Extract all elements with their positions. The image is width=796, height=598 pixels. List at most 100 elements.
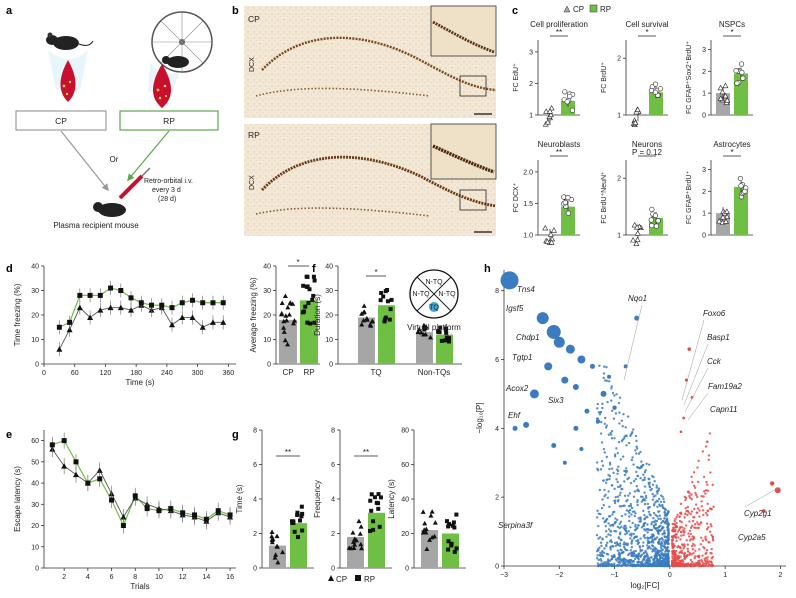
data-point xyxy=(598,546,601,549)
y-tick-label: 3 xyxy=(702,167,706,174)
data-point xyxy=(648,545,651,548)
data-point xyxy=(636,503,639,507)
data-point xyxy=(609,534,612,537)
data-point xyxy=(689,532,693,536)
data-point xyxy=(709,523,712,526)
panel-label-a: a xyxy=(6,5,13,17)
data-point xyxy=(652,524,656,527)
injection-line-1: Retro-orbital i.v. xyxy=(144,178,193,185)
data-point xyxy=(620,525,623,529)
data-point xyxy=(652,520,656,523)
data-point xyxy=(654,523,657,526)
data-point xyxy=(368,528,373,533)
data-point xyxy=(674,558,677,561)
y-axis-label: Frequency xyxy=(313,480,322,518)
data-point xyxy=(613,562,616,565)
data-point xyxy=(623,480,626,483)
x-tick-label: 360 xyxy=(222,370,234,377)
data-point xyxy=(616,495,620,498)
data-point xyxy=(645,544,649,547)
data-point xyxy=(278,311,284,317)
panel-label-g: g xyxy=(232,429,239,441)
data-point xyxy=(49,442,55,448)
data-point xyxy=(618,505,622,508)
data-point xyxy=(180,510,186,516)
data-point xyxy=(656,558,659,561)
data-point xyxy=(619,491,622,495)
data-point xyxy=(626,415,630,418)
data-point xyxy=(691,548,695,551)
subplot-title: Cell proliferation xyxy=(530,20,588,29)
data-point xyxy=(631,456,634,459)
data-point xyxy=(639,537,642,540)
data-point xyxy=(179,300,185,306)
square-icon xyxy=(589,4,598,13)
y-tick-label: 6 xyxy=(253,462,257,469)
y-tick-label: 0 xyxy=(35,566,39,573)
data-point xyxy=(168,506,174,512)
data-point xyxy=(616,500,620,503)
data-point xyxy=(643,470,647,474)
data-point xyxy=(678,519,682,523)
y-tick-label: 40 xyxy=(263,264,271,271)
data-point xyxy=(666,534,670,537)
data-point xyxy=(446,547,451,552)
legend-cp: CP xyxy=(336,575,347,584)
data-point xyxy=(376,506,381,511)
data-point xyxy=(599,432,603,435)
data-point xyxy=(659,504,662,508)
data-point xyxy=(679,555,682,558)
data-point xyxy=(688,529,692,533)
data-point xyxy=(650,536,653,539)
data-point xyxy=(312,320,317,325)
y-tick-label: 3 xyxy=(529,49,533,56)
data-point xyxy=(682,552,686,556)
data-point xyxy=(679,550,682,554)
data-point xyxy=(738,61,745,67)
data-point xyxy=(285,304,291,310)
y-tick-label: 8 xyxy=(253,428,257,435)
data-point xyxy=(439,338,444,343)
square-icon xyxy=(355,575,361,581)
platform-label: Virtual platform xyxy=(407,323,461,332)
leader-line xyxy=(687,392,709,421)
data-point xyxy=(595,557,599,560)
y-tick-label: 2 xyxy=(529,81,533,88)
data-point xyxy=(689,562,693,566)
data-point xyxy=(684,507,687,510)
data-point xyxy=(623,524,626,528)
data-point xyxy=(702,564,705,568)
data-point xyxy=(695,493,698,497)
data-point xyxy=(179,314,186,320)
data-point xyxy=(693,544,696,547)
data-point xyxy=(651,474,654,478)
data-point xyxy=(655,499,659,503)
data-point xyxy=(733,68,739,74)
micrograph-rp-label: RP xyxy=(248,130,260,140)
subplot-title: Astrocytes xyxy=(713,140,750,149)
data-point xyxy=(613,394,616,397)
data-point xyxy=(631,521,634,525)
highlight-point xyxy=(565,344,575,354)
data-point xyxy=(562,199,568,206)
highlight-point xyxy=(769,481,775,486)
data-point xyxy=(156,508,162,514)
data-point xyxy=(597,411,601,414)
data-point xyxy=(290,301,296,306)
data-point xyxy=(169,305,175,311)
y-axis-label: FC DCX⁺ xyxy=(512,182,520,212)
data-point xyxy=(637,524,640,527)
data-point xyxy=(606,541,609,544)
data-point xyxy=(569,107,575,113)
data-point xyxy=(423,324,429,329)
data-point xyxy=(619,520,623,523)
data-point xyxy=(698,509,701,512)
data-point xyxy=(706,502,709,505)
data-point xyxy=(682,560,685,563)
data-point xyxy=(310,297,315,302)
data-point xyxy=(705,522,709,525)
data-point xyxy=(291,320,297,326)
data-point xyxy=(56,346,63,352)
bar-rp xyxy=(290,523,307,568)
data-point xyxy=(544,119,551,125)
